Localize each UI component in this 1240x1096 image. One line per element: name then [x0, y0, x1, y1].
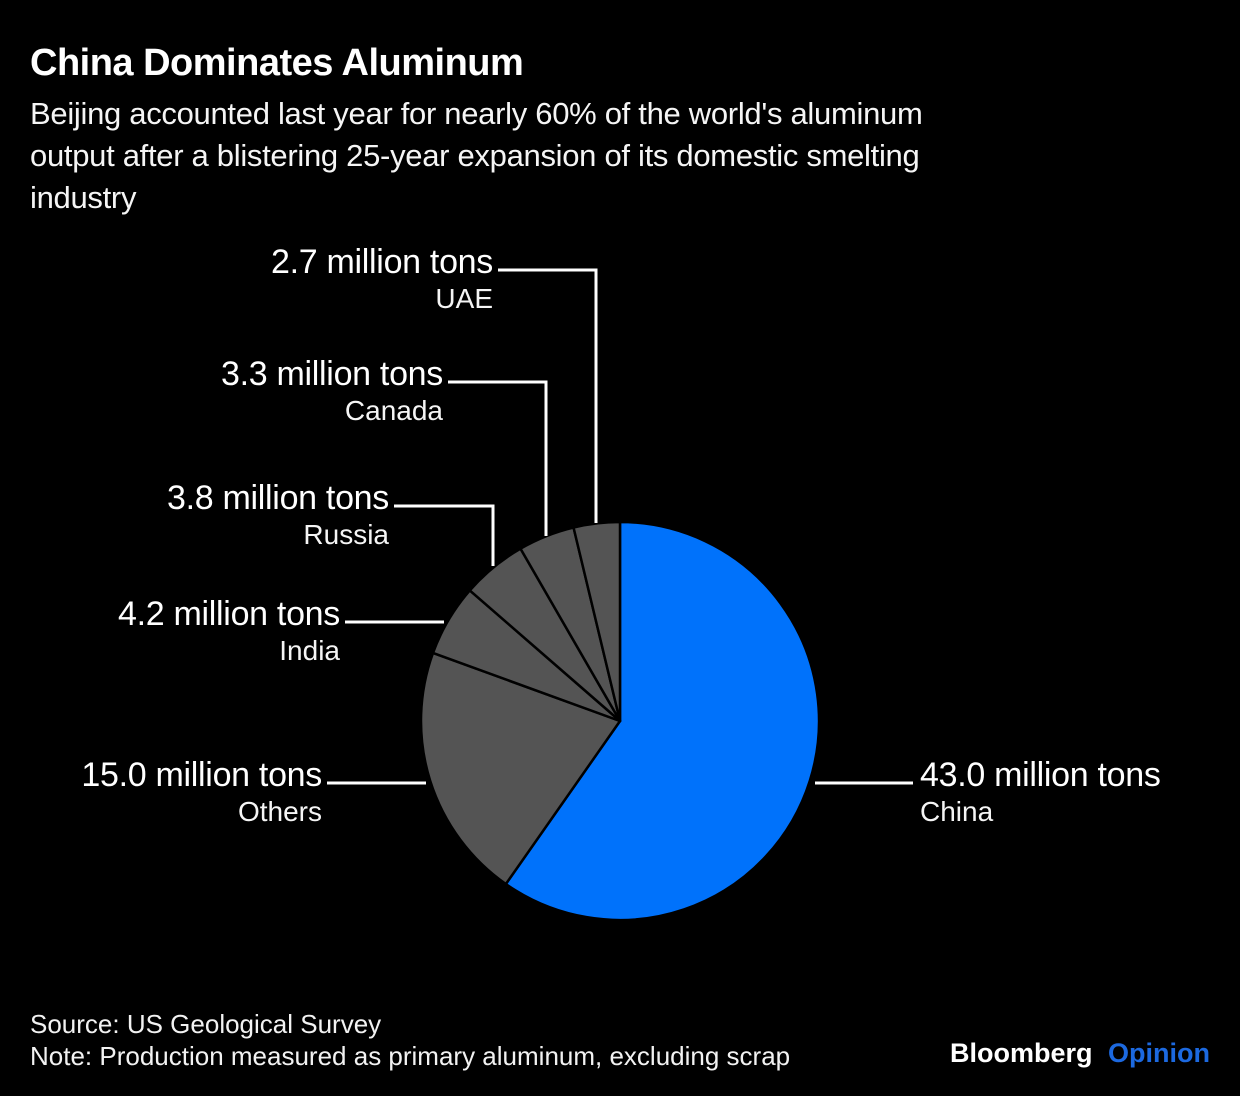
- callout-russia-country: Russia: [303, 519, 389, 550]
- leader-line-russia: [394, 504, 495, 566]
- brand-logo: Bloomberg Opinion: [950, 1038, 1210, 1069]
- leader-line-uae: [498, 268, 598, 523]
- chart-subtitle: Beijing accounted last year for nearly 6…: [30, 96, 923, 215]
- callout-india-value: 4.2 million tons: [118, 595, 340, 633]
- callout-india: 4.2 million tons India: [118, 596, 340, 666]
- callout-canada: 3.3 million tons Canada: [221, 356, 443, 426]
- callout-russia-value: 3.8 million tons: [167, 479, 389, 517]
- callout-uae-value: 2.7 million tons: [271, 243, 493, 281]
- callout-india-country: India: [279, 635, 340, 666]
- pie-slice-china: [504, 520, 821, 922]
- pie-slice-uae: [572, 520, 622, 723]
- callout-china: 43.0 million tons China: [920, 757, 1161, 827]
- callout-uae-country: UAE: [435, 283, 493, 314]
- callout-canada-value: 3.3 million tons: [221, 355, 443, 393]
- leader-line-canada: [448, 380, 548, 536]
- note-line: Note: Production measured as primary alu…: [30, 1041, 791, 1071]
- callout-russia: 3.8 million tons Russia: [167, 480, 389, 550]
- brand-name: Bloomberg: [949, 1038, 1093, 1068]
- chart-header: China Dominates Aluminum Beijing account…: [30, 42, 1210, 219]
- callout-canada-country: Canada: [344, 395, 443, 426]
- callout-china-country: China: [920, 796, 994, 827]
- pie-slice-others: [419, 651, 622, 886]
- page-title: China Dominates Aluminum: [30, 42, 524, 84]
- brand-edition: Opinion: [1108, 1038, 1210, 1068]
- source-line: Source: US Geological Survey: [30, 1009, 382, 1039]
- callout-others-value: 15.0 million tons: [81, 756, 322, 794]
- callout-uae: 2.7 million tons UAE: [271, 244, 493, 314]
- callout-china-value: 43.0 million tons: [920, 756, 1161, 794]
- callout-others-country: Others: [237, 796, 322, 827]
- callout-others: 15.0 million tons Others: [81, 757, 322, 827]
- chart-footnotes: Source: US Geological Survey Note: Produ…: [30, 1008, 790, 1072]
